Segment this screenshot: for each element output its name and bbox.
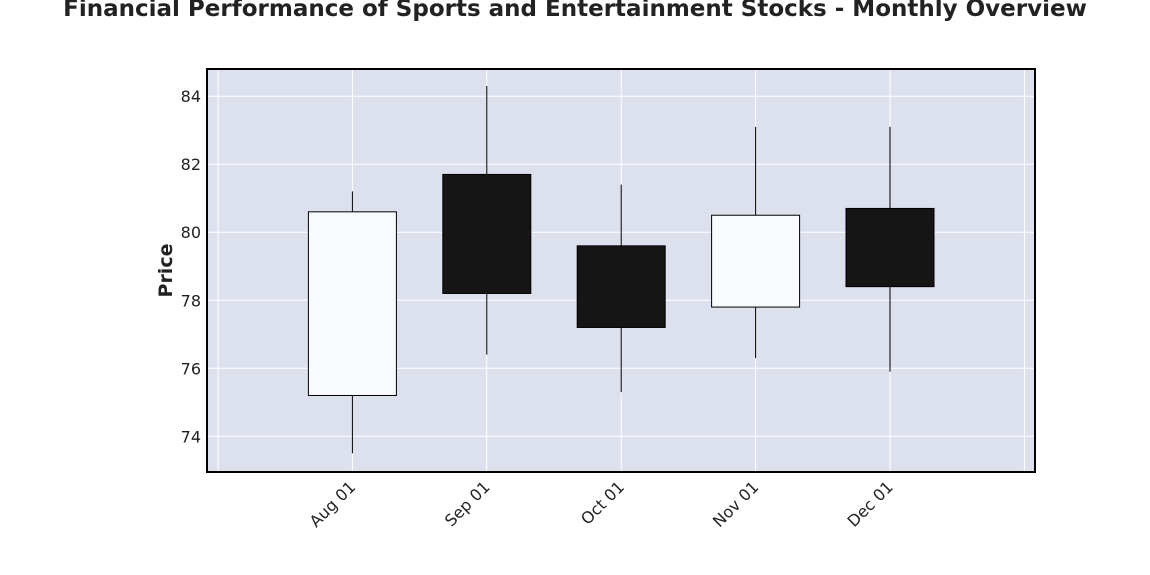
x-tick-label: Oct 01: [577, 477, 628, 528]
plot-frame: [206, 68, 1036, 473]
y-tick-label: 82: [181, 155, 201, 174]
y-tick-label: 76: [181, 359, 201, 378]
y-tick-label: 84: [181, 87, 201, 106]
candle: [711, 126, 801, 359]
x-tick-label: Aug 01: [306, 477, 360, 531]
x-tick-label: Sep 01: [441, 477, 494, 530]
candle-body-down: [442, 173, 532, 294]
candle: [576, 184, 666, 393]
x-tick-label: Nov 01: [709, 477, 763, 531]
x-axis-ticks: Aug 01 Sep 01 Oct 01 Nov 01 Dec 01: [306, 477, 897, 531]
candles: [307, 86, 935, 454]
x-tick-label: Dec 01: [844, 477, 897, 530]
candle-body-up: [711, 214, 801, 308]
y-tick-label: 74: [181, 427, 201, 446]
candle: [307, 191, 397, 454]
chart-title: Financial Performance of Sports and Ente…: [63, 0, 1087, 22]
candle: [845, 126, 935, 372]
candle: [442, 86, 532, 355]
y-tick-label: 78: [181, 291, 201, 310]
y-axis-label: Price: [155, 244, 177, 298]
y-tick-label: 80: [181, 223, 201, 242]
candle-body-down: [845, 207, 935, 288]
candle-body-up: [307, 211, 397, 396]
candle-body-down: [576, 245, 666, 328]
y-axis-ticks: 74 76 78 80 82 84: [181, 87, 201, 446]
